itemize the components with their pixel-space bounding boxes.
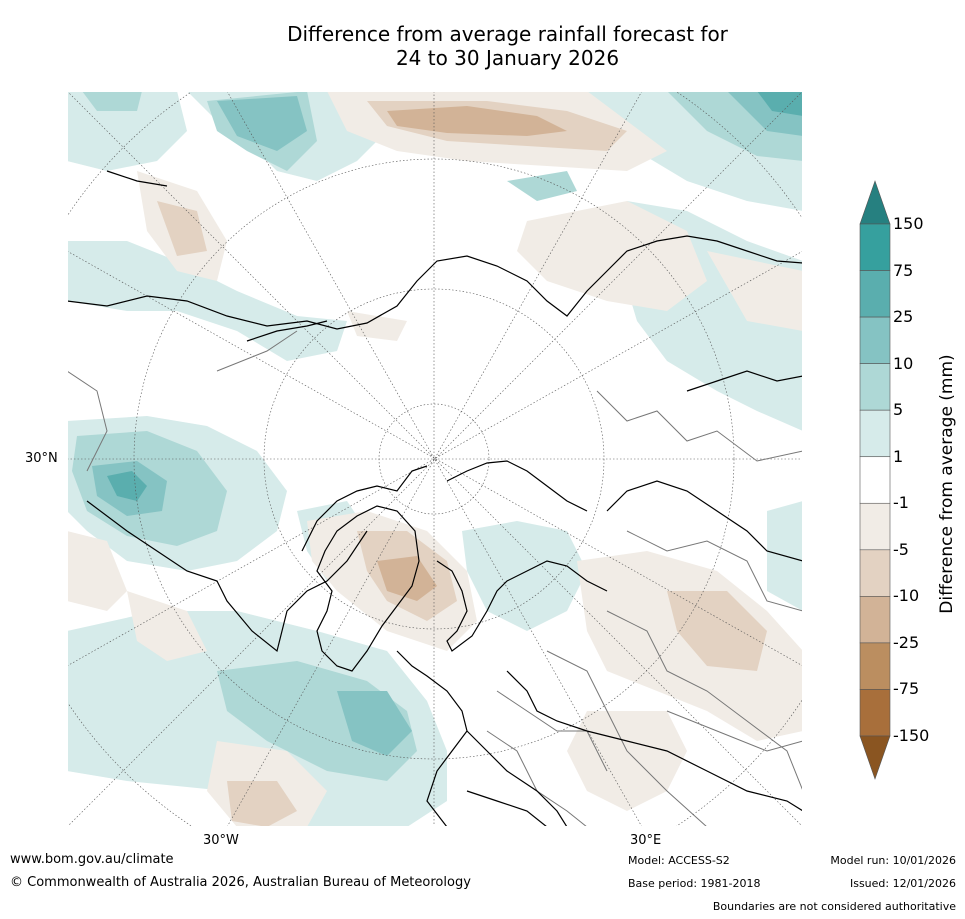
colorbar-bin (859, 409, 891, 458)
footer-url[interactable]: www.bom.gov.au/climate (10, 852, 174, 867)
chart-title-line-1: Difference from average rainfall forecas… (287, 22, 728, 46)
colorbar-bin (859, 223, 891, 271)
colorbar-tick-label: 5 (893, 400, 904, 420)
colorbar-bin (859, 456, 891, 504)
colorbar-tick-label: -25 (893, 632, 920, 652)
coastlines (67, 170, 803, 827)
country-boundaries (67, 330, 803, 827)
colorbar (859, 180, 891, 780)
footer-model-run: Model run: 10/01/2026 (830, 854, 956, 867)
colorbar-bin (859, 596, 891, 644)
colorbar-title: Difference from average (mm) (937, 354, 957, 614)
lat-30n-label: 30°N (25, 451, 58, 466)
colorbar-bin (859, 363, 891, 411)
colorbar-tick-label: 10 (893, 353, 914, 373)
colorbar-tick-label: 1 (893, 446, 904, 466)
footer-disclaimer: Boundaries are not considered authoritat… (712, 900, 956, 913)
footer-base-period: Base period: 1981-2018 (628, 877, 761, 890)
colorbar-bin (859, 642, 891, 690)
footer-model: Model: ACCESS-S2 (628, 854, 730, 867)
wetter-regions-heavy (107, 91, 803, 501)
chart-title-line-2: 24 to 30 January 2026 (395, 46, 620, 70)
map-frame (67, 91, 803, 827)
footer-issued: Issued: 12/01/2026 (849, 877, 956, 890)
rainfall-anomaly-map (67, 91, 803, 827)
colorbar-bin (859, 502, 891, 551)
colorbar-bin (859, 270, 891, 318)
colorbar-extend-bottom (859, 735, 891, 780)
colorbar-bin (859, 316, 891, 364)
graticule (67, 91, 803, 827)
colorbar-tick-label: -5 (893, 539, 909, 559)
colorbar-tick-label: 150 (893, 214, 924, 233)
lon-30e-label: 30°E (630, 833, 662, 848)
colorbar-tick-label: 25 (893, 307, 914, 327)
colorbar-tick-label: -150 (893, 726, 930, 745)
colorbar-extend-top (859, 180, 891, 225)
footer-copyright: © Commonwealth of Australia 2026, Austra… (10, 875, 471, 890)
colorbar-bin (859, 549, 891, 597)
colorbar-tick-label: 75 (893, 260, 914, 280)
colorbar-tick-label: -10 (893, 586, 920, 606)
lon-30w-label: 30°W (203, 833, 239, 848)
colorbar-bin (859, 689, 891, 737)
colorbar-tick-label: -1 (893, 493, 909, 513)
colorbar-tick-label: -75 (893, 679, 920, 699)
drier-regions-strong (377, 106, 567, 601)
